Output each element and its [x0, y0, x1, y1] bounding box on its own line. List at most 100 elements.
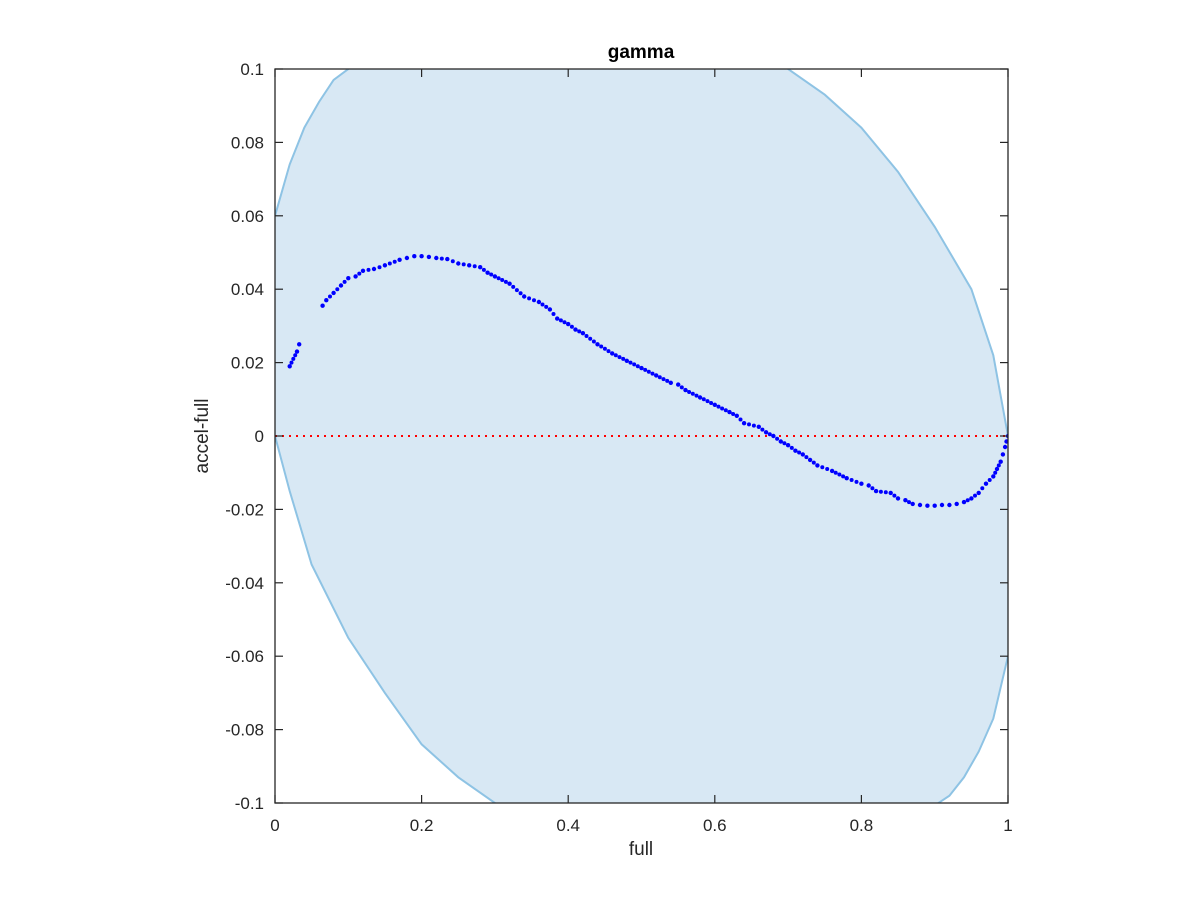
data-point-fill: [837, 472, 842, 477]
data-point: [654, 373, 659, 378]
data-point-fill: [628, 360, 633, 365]
data-point-fill: [965, 498, 970, 503]
x-tick-label: 0.8: [850, 816, 874, 835]
data-point-fill: [775, 436, 780, 441]
data-point: [320, 303, 325, 308]
data-point-fill: [797, 450, 802, 455]
data-point: [668, 380, 673, 385]
data-point-fill: [635, 364, 640, 369]
data-point: [954, 501, 959, 507]
y-tick-label: -0.08: [225, 721, 264, 740]
data-point-fill: [342, 279, 347, 284]
data-point-fill: [690, 391, 695, 396]
y-tick-label: -0.06: [225, 647, 264, 666]
data-point: [712, 402, 717, 407]
data-point-fill: [328, 294, 332, 299]
data-point-fill: [738, 417, 743, 422]
y-tick-label: 0.02: [231, 354, 264, 373]
data-point-fill: [461, 262, 466, 267]
data-point: [404, 255, 410, 261]
data-point: [969, 496, 974, 501]
data-point-fill: [588, 336, 593, 341]
data-point-fill: [558, 318, 563, 323]
x-tick-label: 0: [270, 816, 279, 835]
data-point-fill: [500, 278, 505, 282]
data-point-fill: [720, 406, 725, 411]
data-point-fill: [291, 356, 296, 361]
confidence-band-layer: [275, 69, 1008, 803]
data-point: [419, 254, 424, 259]
data-point-fill: [657, 375, 662, 380]
data-point-fill: [392, 259, 397, 264]
data-point: [697, 395, 703, 400]
data-point-fill: [665, 378, 670, 383]
data-point-fill: [679, 385, 684, 390]
data-point-fill: [825, 467, 830, 471]
data-point-fill: [646, 369, 651, 374]
data-point-fill: [439, 256, 444, 261]
data-point-fill: [811, 460, 816, 465]
data-point-fill: [584, 334, 589, 338]
data-point: [741, 421, 747, 426]
data-point: [331, 290, 336, 296]
data-point-fill: [694, 393, 699, 398]
data-point: [610, 351, 615, 356]
data-point-fill: [577, 329, 582, 334]
data-point-fill: [782, 441, 787, 446]
data-point-fill: [849, 478, 854, 482]
data-point-fill: [973, 493, 977, 498]
data-point: [785, 443, 791, 448]
data-point: [866, 483, 871, 488]
data-point: [522, 294, 527, 299]
data-point: [976, 490, 981, 496]
data-point-fill: [335, 287, 340, 292]
x-tick-label: 0.2: [410, 816, 434, 835]
data-point: [763, 430, 769, 435]
data-point: [756, 424, 761, 429]
data-point: [991, 474, 996, 479]
data-point: [1000, 452, 1006, 457]
data-point-fill: [716, 404, 721, 409]
data-point-fill: [854, 479, 859, 484]
data-point: [939, 502, 945, 508]
y-tick-label: 0.08: [231, 133, 264, 152]
data-point-fill: [747, 422, 751, 427]
data-point-fill: [980, 486, 985, 491]
data-point: [844, 476, 849, 481]
data-point: [676, 382, 681, 387]
data-point-fill: [701, 397, 706, 402]
data-point: [947, 502, 952, 508]
x-tick-label: 0.4: [556, 816, 580, 835]
data-point: [507, 281, 512, 286]
data-point-fill: [569, 324, 574, 329]
data-point-fill: [544, 304, 549, 309]
data-point: [932, 503, 937, 508]
data-point-fill: [705, 399, 710, 404]
data-point: [873, 488, 879, 494]
data-point: [456, 261, 461, 266]
data-point: [727, 409, 732, 415]
data-point: [412, 254, 417, 259]
data-point: [434, 255, 439, 261]
data-point-fill: [650, 371, 655, 376]
confidence-band-lower-edge: [275, 435, 1008, 803]
data-point-fill: [892, 493, 897, 498]
data-point: [382, 263, 388, 268]
data-point: [371, 266, 377, 272]
x-tick-label: 1: [1003, 816, 1012, 835]
chart-title: gamma: [608, 42, 675, 63]
y-tick-label: 0.1: [240, 60, 264, 79]
data-point: [910, 501, 915, 507]
data-point-fill: [820, 465, 825, 470]
y-axis-label: accel-full: [192, 399, 213, 474]
data-point-fill: [511, 284, 516, 289]
y-tick-label: -0.04: [225, 574, 264, 593]
data-point-fill: [481, 267, 486, 272]
data-point-fill: [366, 267, 371, 272]
data-point: [297, 342, 302, 347]
confidence-band-fill: [275, 69, 1008, 803]
data-point: [624, 358, 629, 363]
data-point: [324, 298, 329, 303]
data-point-fill: [883, 490, 888, 495]
